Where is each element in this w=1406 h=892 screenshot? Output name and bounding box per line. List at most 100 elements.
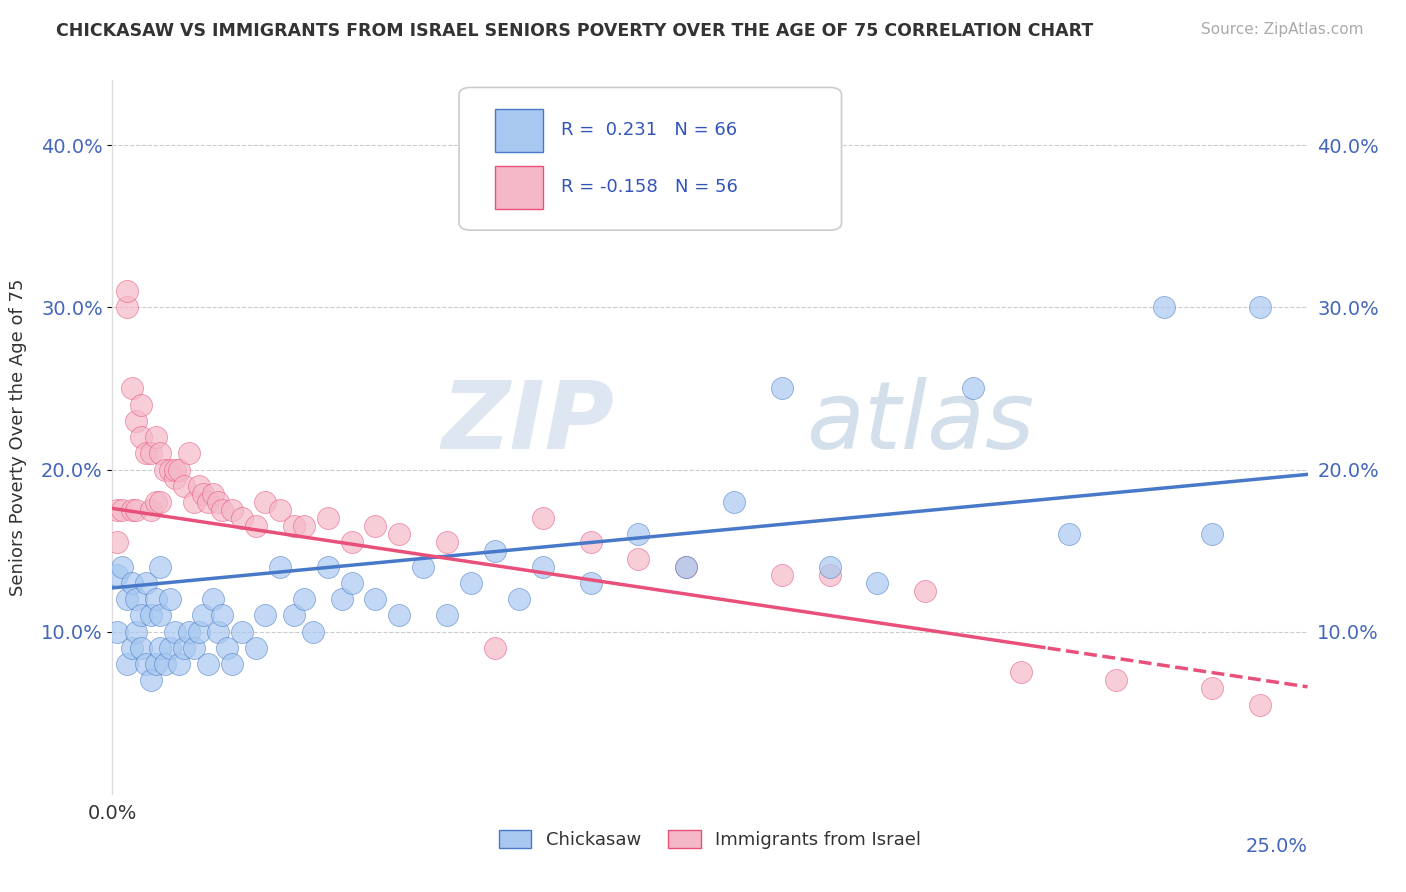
Point [125, 624, 148, 639]
Point [283, 519, 305, 533]
Point [388, 527, 411, 541]
Point [1010, 665, 1032, 680]
Point [254, 495, 277, 509]
Point [818, 568, 841, 582]
Point [245, 519, 267, 533]
Point [1105, 673, 1128, 688]
Point [145, 657, 167, 672]
Point [1057, 527, 1080, 541]
Point [460, 576, 482, 591]
Point [115, 657, 138, 672]
Point [211, 608, 233, 623]
Point [484, 543, 506, 558]
Point [201, 487, 224, 501]
Point [115, 284, 138, 298]
Text: Source: ZipAtlas.com: Source: ZipAtlas.com [1201, 22, 1364, 37]
Point [197, 657, 219, 672]
Point [169, 657, 191, 672]
Point [129, 608, 152, 623]
Point [245, 640, 267, 655]
Point [316, 559, 339, 574]
Point [135, 576, 157, 591]
Point [364, 519, 387, 533]
Point [211, 503, 233, 517]
Point [121, 503, 143, 517]
Text: R =  0.231   N = 66: R = 0.231 N = 66 [561, 121, 737, 139]
Point [770, 381, 793, 395]
Point [193, 487, 215, 501]
Point [201, 592, 224, 607]
FancyBboxPatch shape [495, 166, 543, 209]
Point [145, 495, 167, 509]
Point [221, 503, 243, 517]
Point [177, 624, 200, 639]
Point [187, 624, 209, 639]
Point [173, 640, 195, 655]
Point [221, 657, 243, 672]
Point [316, 511, 339, 525]
Point [105, 503, 128, 517]
Point [866, 576, 889, 591]
Point [207, 495, 229, 509]
Point [412, 559, 434, 574]
Point [231, 511, 253, 525]
Point [169, 462, 191, 476]
Point [159, 592, 181, 607]
Point [139, 673, 162, 688]
Point [121, 381, 143, 395]
Point [159, 640, 181, 655]
Point [340, 576, 363, 591]
Point [121, 640, 143, 655]
Point [508, 592, 530, 607]
Point [121, 576, 143, 591]
Point [292, 592, 315, 607]
FancyBboxPatch shape [495, 109, 543, 152]
Point [1201, 681, 1223, 696]
Point [163, 462, 186, 476]
Point [231, 624, 253, 639]
Point [129, 640, 152, 655]
Point [723, 495, 745, 509]
Text: atlas: atlas [806, 377, 1033, 468]
Point [111, 503, 134, 517]
Y-axis label: Seniors Poverty Over the Age of 75: Seniors Poverty Over the Age of 75 [8, 278, 27, 596]
Point [149, 559, 172, 574]
Point [145, 430, 167, 444]
Point [1153, 301, 1175, 315]
Text: CHICKASAW VS IMMIGRANTS FROM ISRAEL SENIORS POVERTY OVER THE AGE OF 75 CORRELATI: CHICKASAW VS IMMIGRANTS FROM ISRAEL SENI… [56, 22, 1094, 40]
Point [125, 592, 148, 607]
Point [579, 535, 602, 549]
Point [193, 608, 215, 623]
Point [330, 592, 353, 607]
Point [207, 624, 229, 639]
Point [105, 624, 128, 639]
Text: R = -0.158   N = 56: R = -0.158 N = 56 [561, 178, 738, 196]
Point [183, 495, 205, 509]
Point [145, 592, 167, 607]
Point [153, 657, 176, 672]
Point [177, 446, 200, 460]
Point [139, 446, 162, 460]
Point [388, 608, 411, 623]
Point [364, 592, 387, 607]
Point [1249, 301, 1271, 315]
Point [962, 381, 984, 395]
Point [269, 503, 291, 517]
Point [115, 592, 138, 607]
Point [139, 503, 162, 517]
Point [135, 657, 157, 672]
Point [183, 640, 205, 655]
Point [302, 624, 325, 639]
Point [135, 446, 157, 460]
Point [579, 576, 602, 591]
Legend: Chickasaw, Immigrants from Israel: Chickasaw, Immigrants from Israel [492, 822, 928, 856]
Point [627, 527, 650, 541]
Point [125, 414, 148, 428]
Point [627, 551, 650, 566]
Point [484, 640, 506, 655]
Point [436, 608, 458, 623]
Text: ZIP: ZIP [441, 376, 614, 469]
Point [818, 559, 841, 574]
Point [292, 519, 315, 533]
Point [163, 470, 186, 484]
